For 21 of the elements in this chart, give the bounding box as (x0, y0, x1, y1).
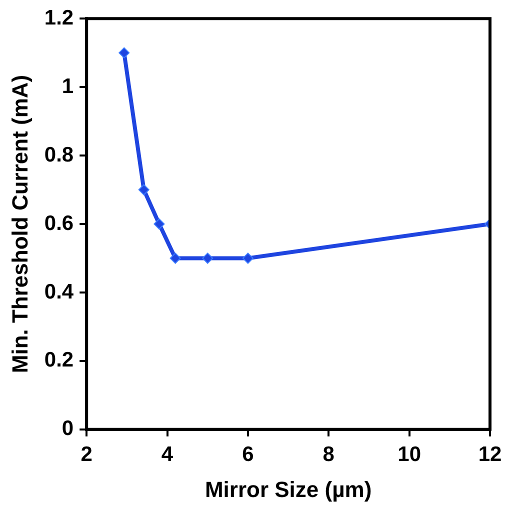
x-tick-label: 2 (80, 442, 92, 466)
x-axis-title: Mirror Size (µm) (204, 476, 372, 502)
x-tick-label: 8 (322, 442, 335, 466)
point (118, 47, 130, 58)
x-tick-label: 10 (398, 442, 421, 466)
point (242, 252, 254, 264)
y-tick-label: 1 (62, 74, 74, 98)
y-tick-label: 0.8 (44, 143, 74, 166)
y-tick-label: 0.6 (44, 212, 74, 235)
x-tick-label: 6 (242, 442, 254, 466)
y-tick-label: 0.4 (44, 280, 74, 304)
point (138, 184, 150, 196)
point (154, 218, 165, 230)
y-tick-label: 0 (62, 417, 74, 440)
y-tick-label: 0.2 (44, 348, 74, 372)
y-tick-label: 1.2 (44, 6, 74, 30)
x-tick-label: 4 (161, 442, 174, 466)
point (202, 252, 214, 264)
y-axis-title: Min. Threshold Current (mA) (7, 74, 32, 374)
point (170, 252, 181, 264)
x-tick-label: 12 (478, 442, 502, 466)
